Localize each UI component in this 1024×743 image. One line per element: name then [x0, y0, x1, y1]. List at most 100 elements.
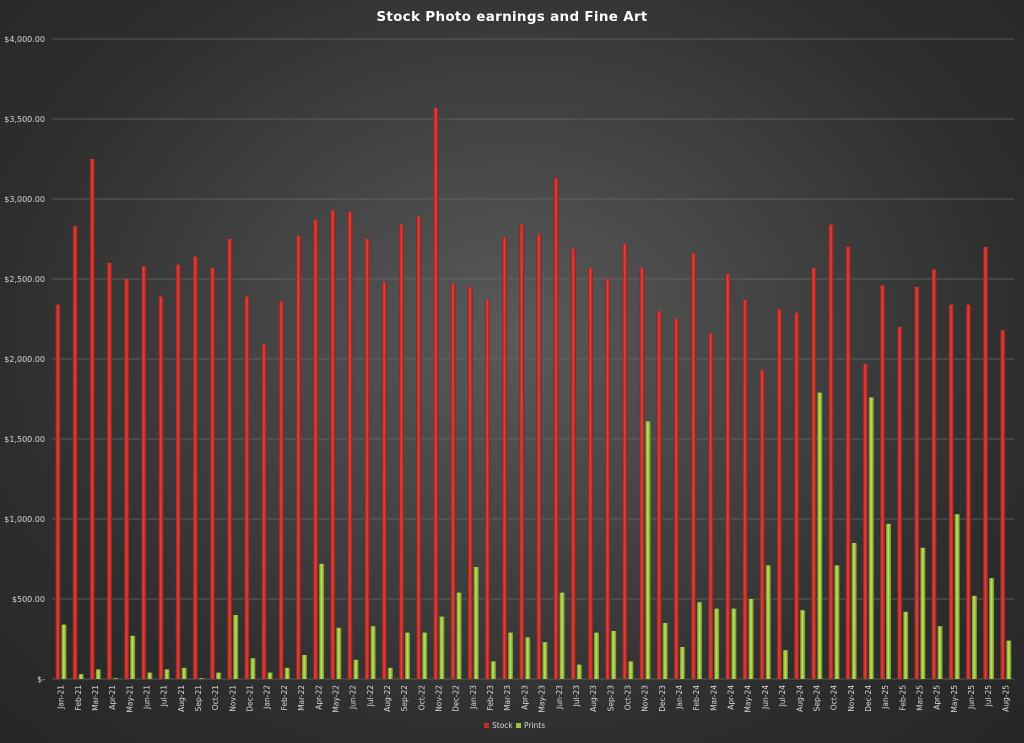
bar-prints-apr-24 — [731, 608, 737, 679]
bar-stock-feb-21 — [72, 226, 78, 679]
x-tick-label: Apr-24 — [727, 685, 736, 710]
bar-prints-may-24 — [748, 599, 754, 679]
x-tick-label: Aug-25 — [1001, 685, 1010, 712]
bar-stock-apr-23 — [519, 224, 525, 679]
bar-stock-may-23 — [536, 234, 542, 679]
bar-stock-nov-22 — [433, 107, 439, 680]
bar-prints-feb-24 — [697, 602, 703, 679]
bar-stock-feb-24 — [691, 253, 697, 679]
y-tick-label: $2,000.00 — [4, 355, 45, 364]
bar-prints-jul-22 — [370, 626, 376, 679]
y-tick-label: $2,500.00 — [4, 275, 45, 284]
x-tick-label: Sep-23 — [606, 685, 615, 712]
bar-prints-jun-21 — [147, 672, 153, 679]
x-tick-label: Aug-24 — [795, 685, 804, 712]
bar-stock-apr-25 — [931, 269, 937, 679]
bar-prints-sep-23 — [611, 631, 617, 679]
bar-stock-jan-24 — [673, 319, 679, 679]
bar-prints-dec-23 — [662, 623, 668, 679]
x-tick-label: May-25 — [950, 685, 959, 713]
x-tick-label: Oct-21 — [211, 685, 220, 710]
bar-stock-feb-22 — [278, 301, 284, 679]
x-tick-label: May-24 — [744, 685, 753, 713]
bar-prints-mar-22 — [301, 655, 307, 679]
bar-stock-jul-25 — [983, 247, 989, 679]
bar-stock-may-22 — [330, 210, 336, 679]
x-tick-label: Sep-22 — [400, 685, 409, 712]
bar-prints-may-22 — [336, 627, 342, 679]
bar-prints-dec-21 — [250, 658, 256, 679]
bar-prints-jun-25 — [971, 595, 977, 679]
bar-prints-jan-24 — [679, 647, 685, 679]
bar-stock-dec-21 — [244, 296, 250, 679]
bar-stock-aug-22 — [381, 282, 387, 679]
bar-prints-jan-25 — [886, 523, 892, 679]
bar-prints-jun-23 — [559, 592, 565, 679]
bar-stock-aug-21 — [175, 264, 181, 679]
x-tick-label: Oct-24 — [830, 685, 839, 710]
bar-prints-aug-21 — [181, 667, 187, 679]
y-tick-label: $3,000.00 — [4, 195, 45, 204]
legend-label-prints: Prints — [524, 721, 545, 730]
x-tick-label: Dec-23 — [658, 685, 667, 712]
bar-prints-aug-25 — [1006, 640, 1012, 679]
bar-prints-feb-21 — [78, 674, 84, 679]
bar-stock-dec-22 — [450, 283, 456, 679]
bar-prints-oct-23 — [628, 661, 634, 679]
y-axis-ticks: $- $500.00 $1,000.00 $1,500.00 $2,000.00 $2,5… — [4, 35, 45, 684]
x-tick-label: Feb-24 — [692, 685, 701, 711]
bar-stock-apr-21 — [106, 263, 112, 679]
legend-swatch-prints — [516, 723, 521, 728]
bar-prints-apr-21 — [112, 678, 118, 679]
bar-stock-feb-25 — [897, 327, 903, 679]
bar-stock-jan-21 — [55, 304, 61, 679]
bar-stock-apr-24 — [725, 274, 731, 679]
bar-stock-sep-21 — [192, 256, 198, 679]
bar-stock-jun-21 — [141, 266, 147, 679]
bar-stock-jul-22 — [364, 239, 370, 679]
bar-prints-feb-25 — [903, 611, 909, 679]
x-tick-label: Jan-25 — [881, 685, 890, 710]
x-tick-label: Mar-21 — [91, 685, 100, 711]
bar-prints-nov-22 — [439, 616, 445, 679]
x-tick-label: Dec-21 — [246, 685, 255, 712]
x-tick-label: Jun-25 — [967, 685, 976, 710]
bar-stock-may-24 — [742, 299, 748, 679]
x-tick-label: Mar-24 — [709, 685, 718, 711]
x-tick-label: Jan-24 — [675, 685, 684, 710]
bar-stock-jun-23 — [553, 178, 559, 679]
legend-swatch-stock — [484, 723, 489, 728]
bar-prints-may-21 — [130, 635, 136, 679]
bar-stock-nov-24 — [845, 247, 851, 679]
x-tick-label: Jun-24 — [761, 685, 770, 710]
x-tick-label: Apr-21 — [108, 685, 117, 710]
x-tick-label: Jul-25 — [984, 685, 993, 708]
bar-stock-jul-23 — [570, 248, 576, 679]
bar-prints-oct-21 — [216, 672, 222, 679]
y-tick-label: $- — [37, 675, 45, 684]
legend: Stock Prints — [484, 721, 545, 730]
bar-prints-jan-21 — [61, 624, 67, 679]
x-tick-label: Mar-23 — [503, 685, 512, 711]
x-tick-label: Oct-22 — [417, 685, 426, 710]
x-tick-label: May-21 — [125, 685, 134, 713]
x-tick-label: Jan-21 — [57, 685, 66, 710]
bar-stock-feb-23 — [484, 299, 490, 679]
bar-stock-jan-25 — [880, 285, 886, 679]
x-tick-label: Dec-24 — [864, 685, 873, 712]
bar-prints-oct-24 — [834, 565, 840, 679]
x-tick-label: Feb-23 — [486, 685, 495, 711]
x-tick-label: Aug-21 — [177, 685, 186, 712]
bar-stock-nov-21 — [227, 239, 233, 679]
y-tick-label: $4,000.00 — [4, 35, 45, 44]
x-tick-label: Jul-24 — [778, 685, 787, 708]
bar-prints-jan-22 — [267, 672, 273, 679]
bar-stock-jul-24 — [776, 309, 782, 679]
bar-stock-sep-22 — [399, 224, 405, 679]
bar-prints-sep-22 — [405, 632, 411, 679]
x-tick-label: Jan-22 — [263, 685, 272, 710]
bar-stock-sep-24 — [811, 267, 817, 679]
x-tick-label: Jun-21 — [142, 685, 151, 710]
